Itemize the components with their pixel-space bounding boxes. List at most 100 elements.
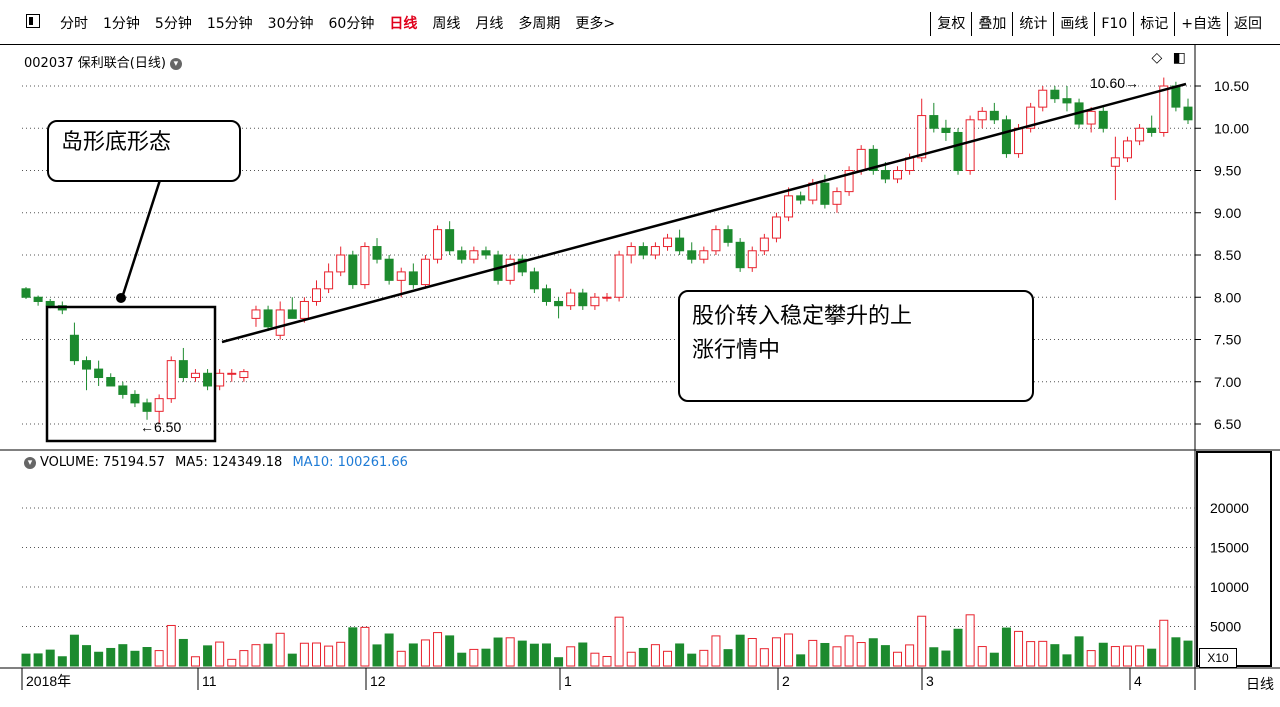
volume-bar <box>287 653 297 667</box>
stock-title-text: 002037 保利联合(日线) <box>24 56 166 71</box>
candle-body <box>1098 110 1108 129</box>
tab-5min[interactable]: 5分钟 <box>154 16 192 32</box>
candle-body <box>1135 127 1145 142</box>
volume-bar <box>675 643 685 667</box>
mark-button[interactable]: 标记 <box>1133 12 1174 36</box>
candle-body <box>1159 85 1169 133</box>
candle-body <box>433 229 443 260</box>
candle-body <box>747 250 757 269</box>
candle-body <box>711 229 721 252</box>
time-tick-label: 12 <box>370 673 386 689</box>
volume-bar <box>1026 641 1036 667</box>
candle-body <box>1014 127 1024 155</box>
price-tick-label: 10.50 <box>1214 78 1249 94</box>
candle-body <box>396 271 406 281</box>
candle-body <box>360 246 370 286</box>
price-tick-label: 8.00 <box>1214 289 1241 305</box>
window-icon[interactable]: ◧ <box>1172 50 1186 66</box>
candle-body <box>832 191 842 205</box>
candle-body <box>602 296 612 299</box>
tab-multi-period[interactable]: 多周期 <box>518 16 561 32</box>
volume-bar <box>457 652 467 667</box>
volume-bar <box>445 635 455 667</box>
tab-weekly[interactable]: 周线 <box>432 16 461 32</box>
candle-body <box>638 246 648 256</box>
volume-bar <box>505 637 515 667</box>
f10-button[interactable]: F10 <box>1094 12 1133 36</box>
back-button[interactable]: 返回 <box>1227 12 1268 36</box>
chevron-down-icon[interactable]: ▾ <box>169 57 182 70</box>
volume-tick-label: 20000 <box>1210 500 1249 516</box>
volume-bar <box>178 638 188 667</box>
statistics-button[interactable]: 统计 <box>1012 12 1053 36</box>
volume-bar <box>396 650 406 667</box>
candle-body <box>626 246 636 256</box>
overlay-button[interactable]: 叠加 <box>971 12 1012 36</box>
volume-bar <box>650 644 660 667</box>
candle-body <box>796 195 806 201</box>
tab-monthly[interactable]: 月线 <box>475 16 504 32</box>
tab-more[interactable]: 更多> <box>575 16 616 32</box>
volume-bar <box>1135 645 1145 667</box>
volume-bar <box>57 656 67 667</box>
volume-bar <box>94 651 104 667</box>
add-watchlist-button[interactable]: +自选 <box>1174 12 1227 36</box>
draw-line-button[interactable]: 画线 <box>1053 12 1094 36</box>
volume-bar <box>481 648 491 667</box>
volume-bar <box>1086 650 1096 667</box>
tab-15min[interactable]: 15分钟 <box>206 16 253 32</box>
candle-body <box>1171 85 1181 108</box>
candle-body <box>784 195 794 218</box>
candle-body <box>856 148 866 171</box>
chevron-down-icon[interactable]: ▾ <box>24 456 36 469</box>
diamond-icon[interactable]: ◇ <box>1151 50 1163 66</box>
candle-body <box>372 246 382 260</box>
candle-body <box>554 300 564 307</box>
volume-bar <box>1098 642 1108 667</box>
toolbar: 分时 1分钟 5分钟 15分钟 30分钟 60分钟 日线 周线 月线 多周期 更… <box>0 0 1280 45</box>
volume-bar <box>1074 636 1084 667</box>
candle-body <box>1183 106 1193 121</box>
candle-body <box>1062 98 1072 104</box>
volume-bar <box>118 644 128 667</box>
volume-bar <box>433 632 443 667</box>
volume-bar <box>687 653 697 667</box>
tab-daily[interactable]: 日线 <box>389 16 418 32</box>
stock-title: 002037 保利联合(日线) ▾ <box>24 52 182 71</box>
volume-bar <box>142 647 152 667</box>
time-tick-label: 1 <box>564 673 572 689</box>
volume-bar <box>408 643 418 667</box>
tab-60min[interactable]: 60分钟 <box>328 16 375 32</box>
volume-bar <box>808 639 818 667</box>
volume-bar <box>554 657 564 667</box>
tab-1min[interactable]: 1分钟 <box>103 16 140 32</box>
candle-body <box>190 372 200 379</box>
tab-fenshi[interactable]: 分时 <box>60 16 88 32</box>
price-tick-label: 9.50 <box>1214 163 1241 179</box>
volume-bar <box>711 635 721 667</box>
candle-body <box>699 250 709 260</box>
candle-body <box>287 309 297 319</box>
candle-body <box>445 229 455 252</box>
candle-body <box>663 237 673 248</box>
candle-body <box>94 368 104 379</box>
volume-bar <box>759 648 769 667</box>
tab-30min[interactable]: 30分钟 <box>267 16 314 32</box>
candle-body <box>893 170 902 180</box>
candle-body <box>118 385 128 395</box>
volume-bar <box>203 645 213 667</box>
volume-bar <box>638 647 648 667</box>
volume-bar <box>1122 645 1132 667</box>
volume-bar <box>263 643 273 667</box>
volume-bar <box>372 644 382 667</box>
candle-body <box>687 250 697 260</box>
trend-line <box>221 82 1187 344</box>
volume-bar <box>384 633 394 667</box>
candle-body <box>336 254 346 273</box>
time-tick-label: 3 <box>926 673 934 689</box>
volume-bar <box>251 644 261 667</box>
panel-toggle-icon[interactable] <box>26 14 40 28</box>
low-price-label: ←6.50 <box>140 419 181 435</box>
restore-rights-button[interactable]: 复权 <box>930 12 971 36</box>
